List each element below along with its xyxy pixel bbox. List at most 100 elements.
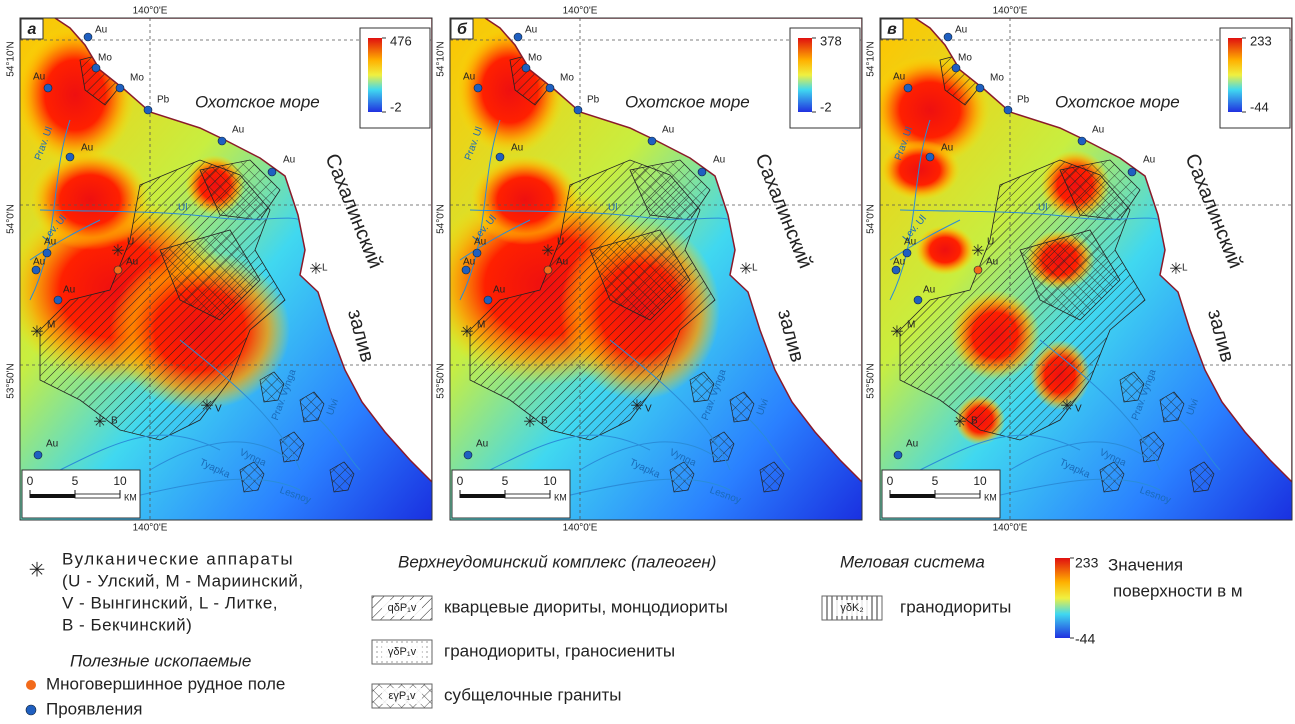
panel-letter: б [457,21,468,38]
deposit-label: Mo [958,53,972,64]
legend-heading: Полезные ископаемые [70,651,251,670]
occurrence [514,33,522,41]
volcano-label: M [477,320,485,331]
deposit-label: Au [906,439,918,450]
occurrence [84,33,92,41]
lon-label: 140°0'E [563,523,598,534]
scale-label: 5 [932,474,939,488]
occurrence [546,84,554,92]
deposit-label: Au [556,257,568,268]
legend-text: гранодиориты, граносиениты [444,641,675,660]
volcano-label: M [907,320,915,331]
panel-letter: в [887,21,897,38]
deposit-label: Au [81,143,93,154]
volcano-label: L [752,263,758,274]
occurrence [1078,137,1086,145]
lon-label: 140°0'E [993,523,1028,534]
scale-label: 5 [502,474,509,488]
colorbar-label: -44 [1075,631,1095,647]
scale-unit: КМ [124,492,137,502]
volcano-symbol: ✳ [309,261,322,278]
deposit-label: Au [463,72,475,83]
deposit-label: Au [44,237,56,248]
occurrence [522,64,530,72]
legend-text: V - Вынгинский, L - Литке, [62,593,278,612]
volcano-symbol: ✳ [29,559,46,581]
occurrence [66,153,74,161]
lon-label: 140°0'E [993,6,1028,17]
colorbar-label: 233 [1250,33,1272,48]
colorbar-label: -44 [1250,99,1269,114]
occurrence [218,137,226,145]
deposit-label: Au [893,72,905,83]
legend-heading: Верхнеудоминский комплекс (палеоген) [398,552,716,571]
river-label: Ul [608,203,617,214]
volcano-symbol: ✳ [739,261,752,278]
occurrence-symbol [26,705,36,715]
legend-text: поверхности в м [1113,581,1243,600]
scale-label: 10 [543,474,557,488]
deposit-label: Au [63,285,75,296]
occurrence [914,296,922,304]
volcano-symbol: ✳ [30,324,43,341]
unit-code: qδP₁v [388,602,417,614]
deposit-label: Au [511,143,523,154]
figure: Prav. UlUlLev. UlTyapkaVyngaLesnoyPrav. … [0,0,1295,719]
deposit-label: Au [232,125,244,136]
deposit-label: Au [95,25,107,36]
occurrence [926,153,934,161]
scale-unit: КМ [984,492,997,502]
volcano-label: U [557,237,564,248]
legend-text: кварцевые диориты, монцодиориты [444,597,728,616]
deposit-label: Au [1092,125,1104,136]
sea-label: Охотское море [1055,92,1180,111]
volcano-label: M [47,320,55,331]
colorbar-label: 476 [390,33,412,48]
legend-text: B - Бекчинский) [62,615,192,634]
unit-code: εγP₁v [389,690,416,702]
lat-label: 54°0'N [866,204,877,234]
volcano-symbol: ✳ [1169,261,1182,278]
river-label: Ul [178,203,187,214]
deposit-label: Au [476,439,488,450]
volcano-symbol: ✳ [460,324,473,341]
deposit-label: Pb [1017,95,1030,106]
volcano-label: V [645,404,652,415]
colorbar-label: -2 [390,99,402,114]
lon-label: 140°0'E [133,523,168,534]
deposit-label: Au [474,237,486,248]
deposit-label: Au [525,25,537,36]
scale-label: 10 [973,474,987,488]
lat-label: 54°10'N [436,41,447,76]
scale-label: 0 [457,474,464,488]
volcano-label: U [127,237,134,248]
legend-text: (U - Улский, M - Мариинский, [62,571,304,590]
scale-unit: КМ [554,492,567,502]
map-panel: Prav. UlUlLev. UlTyapkaVyngaLesnoyPrav. … [866,6,1292,534]
occurrence [1004,106,1012,114]
unit-code: γδK₂ [840,602,863,614]
occurrence [698,168,706,176]
legend-text: гранодиориты [900,597,1011,616]
deposit-label: Au [33,257,45,268]
deposit-label: Au [463,257,475,268]
scale-label: 0 [27,474,34,488]
volcano-label: V [215,404,222,415]
deposit-label: Au [923,285,935,296]
lat-label: 53°50'N [436,363,447,398]
deposit-label: Pb [157,95,170,106]
occurrence [54,296,62,304]
volcano-symbol: ✳ [971,243,984,260]
lat-label: 54°0'N [6,204,17,234]
deposit-label: Au [1143,155,1155,166]
legend-text: субщелочные граниты [444,685,621,704]
occurrence [474,84,482,92]
ore-field [544,266,552,274]
deposit-label: Au [33,72,45,83]
ore-field [974,266,982,274]
deposit-label: Mo [528,53,542,64]
deposit-label: Au [283,155,295,166]
occurrence [484,296,492,304]
deposit-label: Au [893,257,905,268]
occurrence [976,84,984,92]
